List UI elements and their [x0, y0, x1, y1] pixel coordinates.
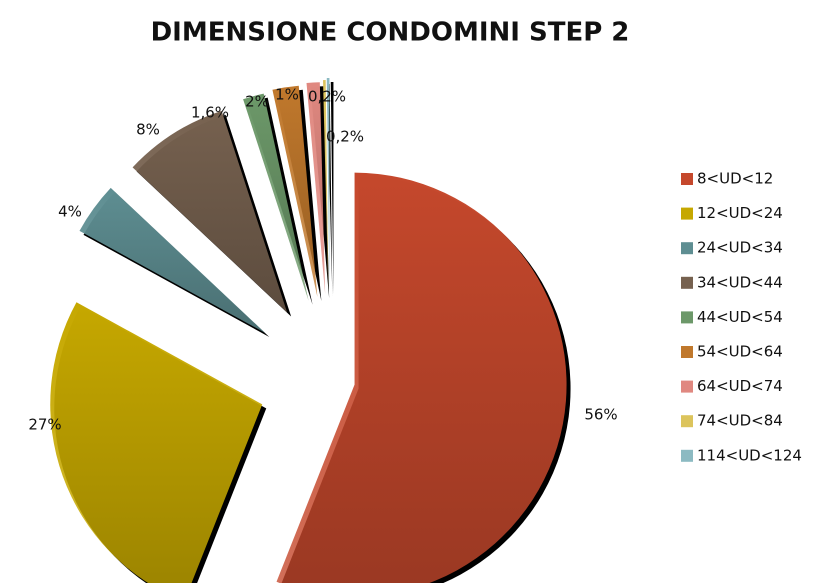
legend-swatch — [681, 415, 693, 428]
slice — [243, 93, 309, 301]
legend-swatch — [681, 276, 693, 289]
legend-label: 8<UD<12 — [697, 170, 773, 188]
legend: 8<UD<12 12<UD<24 24<UD<34 34<UD<44 44<UD<54 5… — [681, 170, 802, 464]
legend-label: 24<UD<34 — [697, 239, 783, 257]
legend-label: 64<UD<74 — [697, 377, 783, 395]
legend-swatch — [681, 242, 693, 255]
data-label: 0,2% — [308, 88, 346, 106]
data-label: 1% — [275, 86, 299, 104]
legend-label: 114<UD<124 — [697, 446, 802, 464]
legend-swatch — [681, 380, 693, 393]
data-label: 0,2% — [326, 128, 364, 146]
slice-shadow — [330, 82, 334, 295]
legend-label: 54<UD<64 — [697, 343, 783, 361]
slice — [79, 187, 266, 333]
legend-swatch — [681, 346, 693, 358]
data-label: 2% — [245, 93, 269, 111]
legend-label: 12<UD<24 — [697, 204, 783, 222]
legend-label: 74<UD<84 — [697, 412, 783, 430]
slice — [276, 172, 567, 583]
slice — [50, 302, 263, 583]
pie — [50, 78, 571, 583]
legend-swatch — [681, 449, 693, 462]
legend-swatch — [681, 207, 693, 220]
data-label: 27% — [28, 416, 61, 434]
slice — [132, 110, 288, 313]
data-label: 56% — [584, 406, 617, 424]
chart-title: DIMENSIONE CONDOMINI STEP 2 — [151, 18, 630, 48]
data-label: 1,6% — [191, 104, 229, 122]
data-label: 4% — [58, 203, 82, 221]
legend-label: 34<UD<44 — [697, 273, 783, 291]
data-label: 8% — [136, 121, 160, 139]
slice — [306, 82, 326, 295]
legend-swatch — [681, 173, 693, 185]
legend-label: 44<UD<54 — [697, 308, 783, 326]
slice — [323, 80, 329, 293]
slice — [272, 85, 318, 297]
legend-swatch — [681, 311, 693, 324]
slice — [326, 78, 330, 291]
